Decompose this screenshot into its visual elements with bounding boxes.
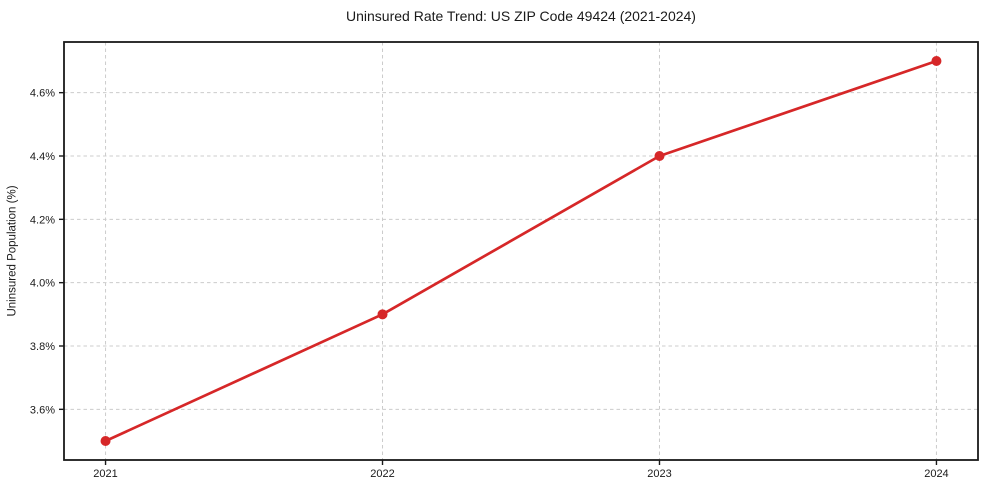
y-tick-label: 4.2% bbox=[30, 214, 55, 226]
y-tick-label: 3.6% bbox=[30, 404, 55, 416]
x-tick-label: 2024 bbox=[924, 468, 948, 480]
x-tick-label: 2023 bbox=[647, 468, 671, 480]
y-tick-label: 4.6% bbox=[30, 88, 55, 100]
data-point-marker bbox=[931, 56, 942, 66]
x-tick-label: 2021 bbox=[93, 468, 117, 480]
y-tick-label: 4.0% bbox=[30, 278, 55, 290]
plot-border bbox=[63, 41, 979, 461]
y-tick-label: 4.4% bbox=[30, 151, 55, 163]
data-point-marker bbox=[654, 151, 665, 161]
chart-title: Uninsured Rate Trend: US ZIP Code 49424 … bbox=[346, 8, 696, 24]
data-point-marker bbox=[377, 309, 388, 320]
y-tick-label: 3.8% bbox=[30, 341, 55, 353]
data-point-marker bbox=[100, 436, 111, 446]
data-line-uninsured-rate bbox=[104, 59, 938, 443]
x-tick-label: 2022 bbox=[370, 468, 394, 480]
